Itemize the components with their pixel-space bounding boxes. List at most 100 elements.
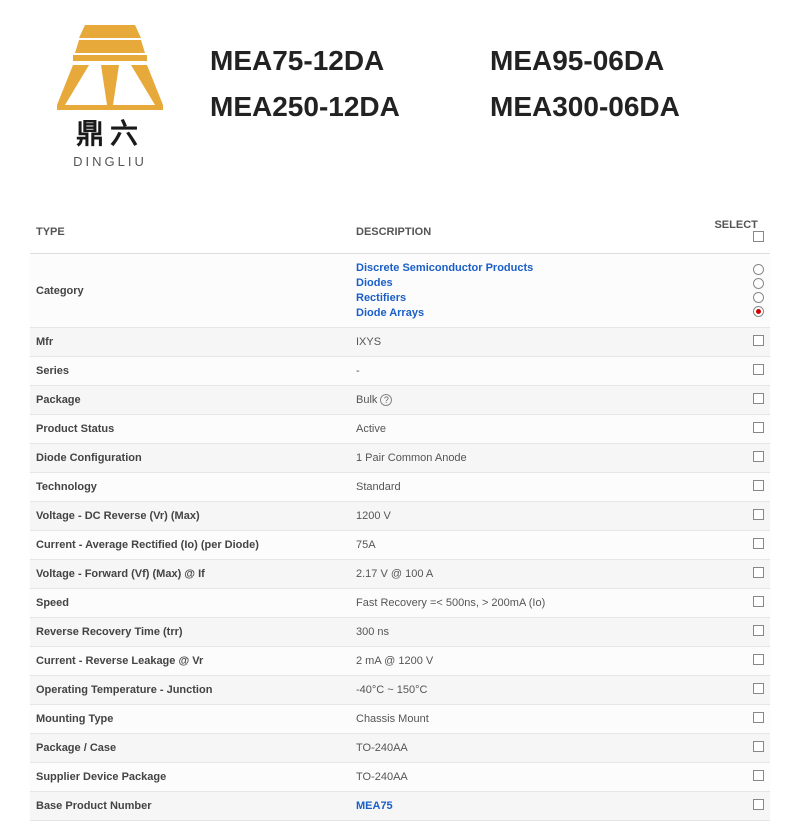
row-checkbox[interactable] [753, 683, 764, 694]
table-row: PackageBulk? [30, 386, 770, 415]
header-select: SELECT [704, 209, 770, 254]
row-type: Voltage - Forward (Vf) (Max) @ If [30, 560, 350, 589]
row-checkbox[interactable] [753, 393, 764, 404]
row-checkbox[interactable] [753, 422, 764, 433]
row-select [704, 328, 770, 357]
category-radio[interactable] [753, 278, 764, 289]
table-row: Series- [30, 357, 770, 386]
row-checkbox[interactable] [753, 480, 764, 491]
row-checkbox[interactable] [753, 770, 764, 781]
row-select [704, 415, 770, 444]
table-row: TechnologyStandard [30, 473, 770, 502]
table-row: Voltage - Forward (Vf) (Max) @ If2.17 V … [30, 560, 770, 589]
row-description: Standard [350, 473, 704, 502]
row-description: 1 Pair Common Anode [350, 444, 704, 473]
category-link[interactable]: Discrete Semiconductor Products [356, 261, 698, 276]
row-checkbox[interactable] [753, 451, 764, 462]
row-description: TO-240AA [350, 734, 704, 763]
category-radio[interactable] [753, 264, 764, 275]
table-row: SpeedFast Recovery =< 500ns, > 200mA (Io… [30, 589, 770, 618]
row-select [704, 705, 770, 734]
category-radio[interactable] [753, 306, 764, 317]
help-icon[interactable]: ? [380, 394, 392, 406]
row-description: 1200 V [350, 502, 704, 531]
row-description: 300 ns [350, 618, 704, 647]
row-select [704, 254, 770, 328]
row-select [704, 531, 770, 560]
row-type: Package / Case [30, 734, 350, 763]
table-row: Current - Average Rectified (Io) (per Di… [30, 531, 770, 560]
category-row: Category Discrete Semiconductor Products… [30, 254, 770, 328]
row-checkbox[interactable] [753, 596, 764, 607]
part-number: MEA300-06DA [490, 91, 750, 123]
row-checkbox[interactable] [753, 509, 764, 520]
row-description: Fast Recovery =< 500ns, > 200mA (Io) [350, 589, 704, 618]
table-row: Mounting TypeChassis Mount [30, 705, 770, 734]
header-select-label: SELECT [714, 219, 757, 231]
row-select [704, 502, 770, 531]
category-link[interactable]: Diode Arrays [356, 306, 698, 321]
row-checkbox[interactable] [753, 567, 764, 578]
category-radio[interactable] [753, 292, 764, 303]
part-number: MEA250-12DA [210, 91, 470, 123]
table-row: Base Product Number MEA75 [30, 792, 770, 821]
category-link[interactable]: Diodes [356, 276, 698, 291]
row-type: Diode Configuration [30, 444, 350, 473]
part-number: MEA75-12DA [210, 45, 470, 77]
brand-name-cn: 鼎六 [76, 112, 144, 152]
row-description: -40°C ~ 150°C [350, 676, 704, 705]
row-type: Package [30, 386, 350, 415]
row-description: 2 mA @ 1200 V [350, 647, 704, 676]
part-number-grid: MEA75-12DA MEA95-06DA MEA250-12DA MEA300… [210, 45, 750, 123]
table-row: Product StatusActive [30, 415, 770, 444]
row-checkbox[interactable] [753, 712, 764, 723]
row-checkbox[interactable] [753, 538, 764, 549]
brand-logo-icon [55, 20, 165, 110]
row-select [704, 589, 770, 618]
row-description: Active [350, 415, 704, 444]
brand-logo-block: 鼎六 DINGLIU [50, 20, 170, 169]
row-select [704, 763, 770, 792]
row-description: 75A [350, 531, 704, 560]
table-row: Voltage - DC Reverse (Vr) (Max)1200 V [30, 502, 770, 531]
select-all-checkbox[interactable] [753, 231, 764, 242]
brand-name-en: DINGLIU [73, 154, 147, 169]
row-checkbox[interactable] [753, 741, 764, 752]
row-checkbox[interactable] [753, 799, 764, 810]
row-type: Voltage - DC Reverse (Vr) (Max) [30, 502, 350, 531]
table-row: Package / CaseTO-240AA [30, 734, 770, 763]
table-row: Diode Configuration1 Pair Common Anode [30, 444, 770, 473]
row-type: Product Status [30, 415, 350, 444]
row-checkbox[interactable] [753, 625, 764, 636]
row-description: 2.17 V @ 100 A [350, 560, 704, 589]
row-type: Reverse Recovery Time (trr) [30, 618, 350, 647]
row-select [704, 734, 770, 763]
table-row: MfrIXYS [30, 328, 770, 357]
row-description: Chassis Mount [350, 705, 704, 734]
row-checkbox[interactable] [753, 335, 764, 346]
row-description: MEA75 [350, 792, 704, 821]
category-link[interactable]: Rectifiers [356, 291, 698, 306]
spec-table: TYPE DESCRIPTION SELECT Category Discret… [30, 209, 770, 821]
table-row: Current - Reverse Leakage @ Vr2 mA @ 120… [30, 647, 770, 676]
row-type: Current - Average Rectified (Io) (per Di… [30, 531, 350, 560]
table-row: Operating Temperature - Junction-40°C ~ … [30, 676, 770, 705]
row-select [704, 618, 770, 647]
row-description: Bulk? [350, 386, 704, 415]
row-type: Mfr [30, 328, 350, 357]
product-link[interactable]: MEA75 [356, 800, 393, 812]
row-checkbox[interactable] [753, 654, 764, 665]
row-select [704, 647, 770, 676]
row-checkbox[interactable] [753, 364, 764, 375]
header-type: TYPE [30, 209, 350, 254]
row-description: TO-240AA [350, 763, 704, 792]
row-select [704, 357, 770, 386]
row-select [704, 792, 770, 821]
row-type: Category [30, 254, 350, 328]
row-description: - [350, 357, 704, 386]
row-type: Supplier Device Package [30, 763, 350, 792]
table-row: Supplier Device PackageTO-240AA [30, 763, 770, 792]
row-type: Base Product Number [30, 792, 350, 821]
row-type: Mounting Type [30, 705, 350, 734]
row-select [704, 444, 770, 473]
